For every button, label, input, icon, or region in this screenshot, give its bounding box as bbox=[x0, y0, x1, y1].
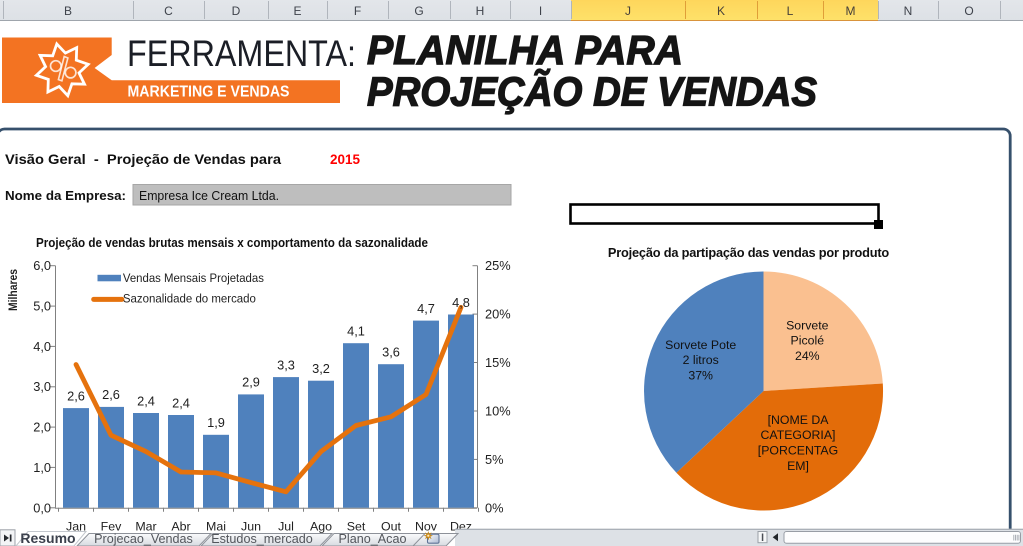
svg-text:3,3: 3,3 bbox=[277, 357, 295, 372]
svg-text:1,9: 1,9 bbox=[207, 415, 225, 430]
svg-text:G: G bbox=[414, 4, 423, 18]
svg-text:25%: 25% bbox=[485, 258, 511, 273]
svg-text:Milhares: Milhares bbox=[8, 269, 20, 311]
svg-text:24%: 24% bbox=[795, 349, 820, 363]
svg-text:MARKETING E VENDAS: MARKETING E VENDAS bbox=[128, 84, 290, 101]
svg-text:FERRAMENTA:: FERRAMENTA: bbox=[127, 33, 356, 74]
svg-text:Picolé: Picolé bbox=[791, 334, 825, 348]
svg-text:3,6: 3,6 bbox=[382, 345, 400, 360]
svg-text:PLANILHA PARA: PLANILHA PARA bbox=[367, 27, 683, 73]
svg-text:2,4: 2,4 bbox=[172, 395, 190, 410]
svg-text:10%: 10% bbox=[485, 404, 511, 419]
svg-text:Ago: Ago bbox=[310, 520, 332, 534]
svg-text:Resumo: Resumo bbox=[20, 530, 75, 546]
svg-text:Plano_Acao: Plano_Acao bbox=[339, 532, 407, 546]
svg-text:Sorvete: Sorvete bbox=[786, 318, 829, 332]
svg-text:5%: 5% bbox=[485, 452, 504, 467]
svg-text:Out: Out bbox=[381, 520, 402, 534]
svg-text:D: D bbox=[232, 4, 241, 18]
svg-text:C: C bbox=[164, 4, 173, 18]
svg-text:Sorvete Pote: Sorvete Pote bbox=[665, 338, 736, 352]
svg-text:L: L bbox=[787, 4, 794, 18]
svg-text:N: N bbox=[904, 4, 913, 18]
svg-text:Projeção da partipação das ven: Projeção da partipação das vendas por pr… bbox=[608, 245, 890, 260]
svg-text:3,2: 3,2 bbox=[312, 361, 330, 376]
svg-text:PROJEÇÃO DE VENDAS: PROJEÇÃO DE VENDAS bbox=[367, 69, 817, 115]
svg-text:CATEGORIA]: CATEGORIA] bbox=[761, 428, 836, 442]
svg-text:0%: 0% bbox=[485, 500, 504, 515]
svg-text:3,0: 3,0 bbox=[33, 379, 51, 394]
svg-text:Projeção de vendas brutas mens: Projeção de vendas brutas mensais x comp… bbox=[36, 235, 428, 250]
svg-text:2015: 2015 bbox=[330, 152, 361, 167]
svg-text:1,0: 1,0 bbox=[33, 460, 51, 475]
svg-text:Mar: Mar bbox=[135, 520, 156, 534]
svg-text:0,0: 0,0 bbox=[33, 500, 51, 515]
svg-text:4,0: 4,0 bbox=[33, 339, 51, 354]
svg-text:B: B bbox=[64, 4, 72, 18]
svg-text:2,9: 2,9 bbox=[242, 375, 260, 390]
svg-text:Sazonalidade do mercado: Sazonalidade do mercado bbox=[123, 291, 256, 305]
svg-text:Mai: Mai bbox=[206, 520, 226, 534]
svg-text:2,0: 2,0 bbox=[33, 420, 51, 435]
svg-text:5,0: 5,0 bbox=[33, 299, 51, 314]
svg-text:Vendas Mensais Projetadas: Vendas Mensais Projetadas bbox=[123, 271, 264, 285]
svg-text:Visão Geral - Projeção de Ve: Visão Geral - Projeção de Vendas para bbox=[5, 152, 282, 167]
svg-text:4,7: 4,7 bbox=[417, 301, 435, 316]
svg-text:EM]: EM] bbox=[787, 459, 809, 473]
svg-text:O: O bbox=[964, 4, 973, 18]
svg-text:Set: Set bbox=[347, 520, 366, 534]
svg-text:Nov: Nov bbox=[415, 520, 438, 534]
svg-text:[PORCENTAG: [PORCENTAG bbox=[758, 444, 838, 458]
svg-text:15%: 15% bbox=[485, 355, 511, 370]
svg-text:H: H bbox=[476, 4, 485, 18]
svg-text:[NOME DA: [NOME DA bbox=[768, 413, 830, 427]
svg-text:2,6: 2,6 bbox=[67, 388, 85, 403]
svg-text:37%: 37% bbox=[688, 369, 713, 383]
svg-text:2 litros: 2 litros bbox=[683, 353, 719, 367]
svg-text:F: F bbox=[354, 4, 361, 18]
svg-text:J: J bbox=[625, 4, 631, 18]
svg-text:4,8: 4,8 bbox=[452, 295, 470, 310]
svg-text:Nome da Empresa:: Nome da Empresa: bbox=[5, 188, 126, 203]
svg-text:Abr: Abr bbox=[171, 520, 190, 534]
svg-text:Fev: Fev bbox=[101, 520, 122, 534]
svg-text:Jul: Jul bbox=[278, 520, 294, 534]
svg-text:6,0: 6,0 bbox=[33, 258, 51, 273]
svg-text:K: K bbox=[717, 4, 725, 18]
svg-text:20%: 20% bbox=[485, 307, 511, 322]
svg-text:4,1: 4,1 bbox=[347, 324, 365, 339]
svg-text:M: M bbox=[846, 4, 856, 18]
svg-text:Estudos_mercado: Estudos_mercado bbox=[211, 532, 313, 546]
svg-text:Jan: Jan bbox=[66, 520, 86, 534]
svg-text:Projecao_Vendas: Projecao_Vendas bbox=[94, 532, 193, 546]
svg-text:E: E bbox=[293, 4, 301, 18]
svg-text:Empresa Ice Cream Ltda.: Empresa Ice Cream Ltda. bbox=[139, 188, 279, 203]
svg-text:I: I bbox=[539, 4, 542, 18]
svg-text:2,4: 2,4 bbox=[137, 393, 155, 408]
svg-text:2,6: 2,6 bbox=[102, 387, 120, 402]
svg-text:Jun: Jun bbox=[241, 520, 261, 534]
